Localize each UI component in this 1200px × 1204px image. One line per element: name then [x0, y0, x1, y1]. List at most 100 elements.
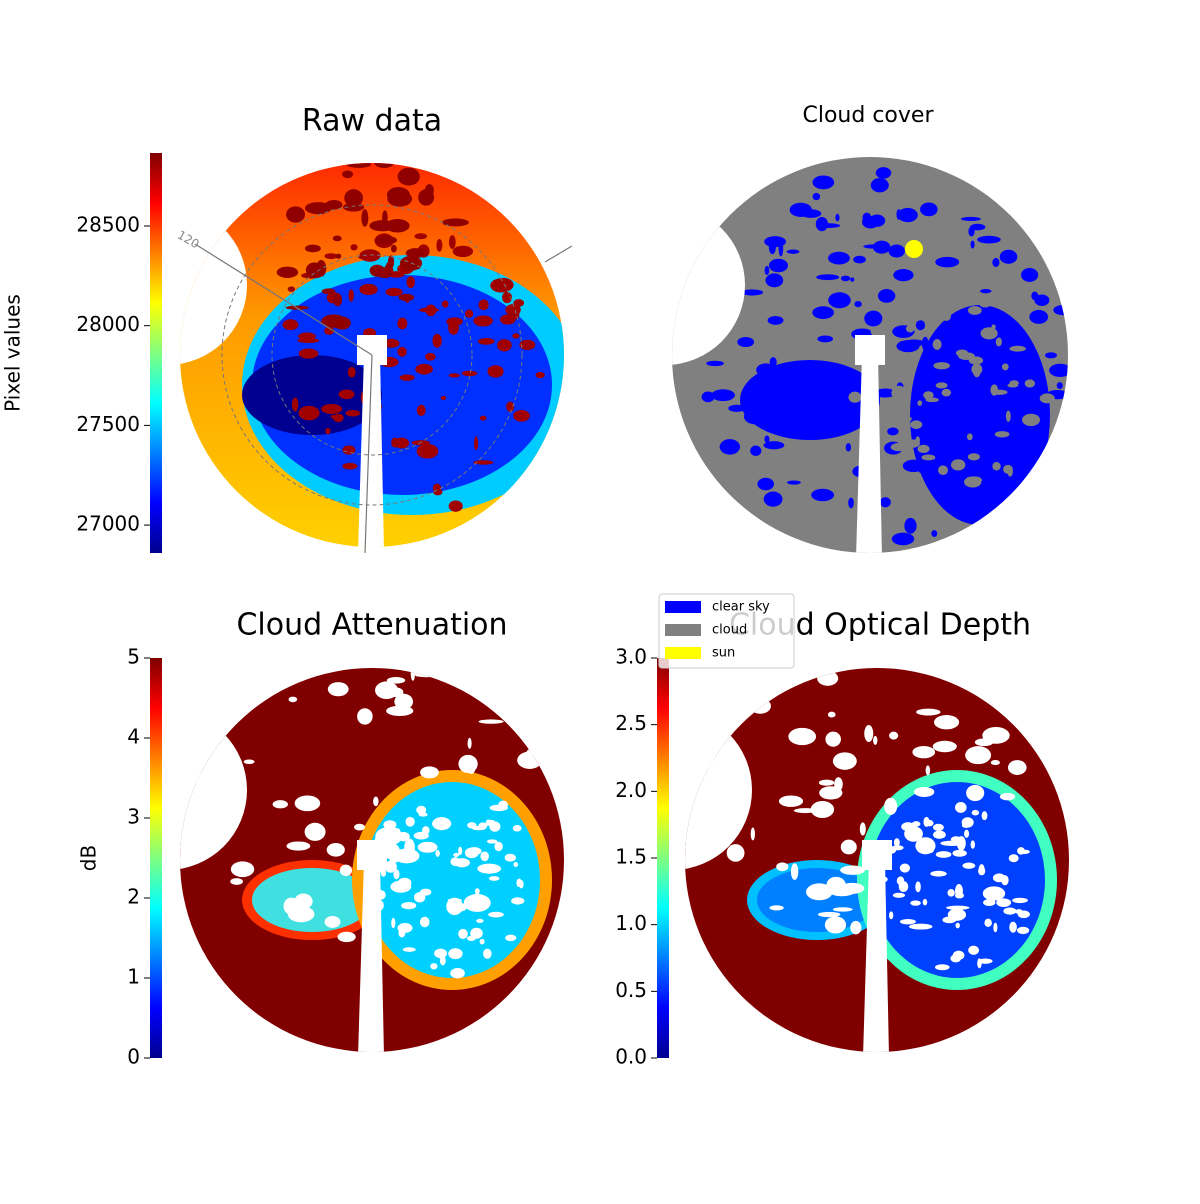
image-texture	[337, 931, 356, 943]
image-texture	[991, 324, 996, 330]
image-texture	[485, 819, 491, 826]
image-texture	[398, 928, 406, 938]
image-texture	[483, 948, 492, 959]
image-texture	[853, 255, 866, 264]
image-texture	[818, 779, 835, 786]
image-texture	[474, 888, 480, 895]
image-texture	[1014, 336, 1024, 347]
image-texture	[891, 845, 904, 851]
image-texture	[897, 207, 918, 223]
colorbar-tick-label: 27500	[76, 412, 140, 436]
image-texture	[418, 307, 440, 313]
image-texture	[391, 917, 396, 929]
image-texture	[385, 287, 403, 297]
image-texture	[500, 314, 516, 325]
polar-axis	[544, 245, 573, 263]
image-texture	[397, 167, 420, 186]
image-texture	[947, 889, 955, 897]
image-texture	[786, 249, 800, 254]
image-texture	[832, 907, 853, 912]
image-texture	[380, 868, 387, 877]
image-texture	[1025, 452, 1035, 460]
colorbar	[657, 658, 669, 1058]
image-texture	[230, 878, 243, 885]
image-texture	[768, 239, 776, 255]
image-texture	[276, 266, 299, 278]
image-texture	[384, 860, 397, 873]
image-cutout	[358, 860, 384, 1052]
image-texture	[769, 905, 784, 911]
image-texture	[840, 865, 865, 875]
image-texture	[497, 339, 512, 352]
image-texture	[967, 476, 982, 484]
image-texture	[978, 866, 986, 876]
image-texture	[354, 823, 366, 831]
image-texture	[339, 864, 353, 877]
image-texture	[828, 886, 855, 897]
image-texture	[978, 298, 992, 308]
image-texture	[823, 404, 828, 412]
image-texture	[447, 898, 462, 903]
image-texture	[466, 935, 476, 941]
image-texture	[914, 300, 919, 312]
image-texture	[892, 385, 906, 395]
image-texture	[505, 934, 517, 942]
panel-title: Cloud cover	[803, 103, 935, 128]
image-texture	[479, 415, 487, 421]
image-texture	[908, 923, 933, 930]
image-texture	[924, 391, 929, 400]
image-texture	[874, 388, 896, 398]
image-texture	[416, 805, 427, 815]
image-texture	[970, 240, 975, 249]
image-texture	[414, 233, 428, 240]
image-texture	[402, 947, 416, 952]
image-texture	[961, 817, 974, 828]
polar-axis	[194, 243, 373, 356]
image-texture	[915, 320, 926, 331]
image-texture	[912, 746, 936, 759]
legend-label: sun	[712, 646, 735, 661]
panel-title: Raw data	[302, 104, 442, 139]
image-texture	[512, 333, 520, 339]
image-texture	[897, 358, 914, 372]
image-texture	[1037, 404, 1050, 417]
image-texture	[230, 861, 255, 878]
image-texture	[993, 922, 998, 933]
image-texture	[990, 384, 999, 396]
image-texture	[950, 836, 962, 844]
image-texture	[535, 371, 545, 379]
image-texture	[904, 439, 920, 448]
image-texture	[870, 178, 889, 193]
image-texture	[489, 821, 501, 832]
image-texture	[397, 317, 408, 330]
image-texture	[440, 395, 447, 400]
polar-axis	[364, 354, 373, 554]
image-texture	[955, 335, 970, 348]
image-texture	[711, 389, 735, 402]
image-texture	[763, 491, 783, 507]
image-texture	[889, 731, 899, 740]
image-texture	[463, 894, 491, 912]
image-texture	[902, 459, 925, 473]
image-texture	[505, 303, 521, 316]
image-texture	[992, 873, 1006, 883]
image-texture	[848, 391, 862, 403]
polar-grid	[221, 204, 523, 506]
image-texture	[1016, 926, 1030, 935]
image-texture	[921, 454, 936, 461]
image-texture	[750, 445, 762, 456]
image-texture	[374, 235, 398, 245]
image-texture	[954, 892, 965, 899]
image-texture	[385, 219, 410, 233]
image-texture	[778, 795, 804, 807]
image	[180, 668, 564, 1052]
image-texture	[872, 240, 891, 254]
image-texture	[430, 963, 438, 970]
image-texture	[967, 306, 982, 315]
image-texture	[357, 708, 373, 725]
image-texture	[1009, 921, 1017, 933]
image-texture	[825, 731, 841, 747]
image-texture	[358, 254, 374, 260]
image-texture	[812, 192, 821, 201]
